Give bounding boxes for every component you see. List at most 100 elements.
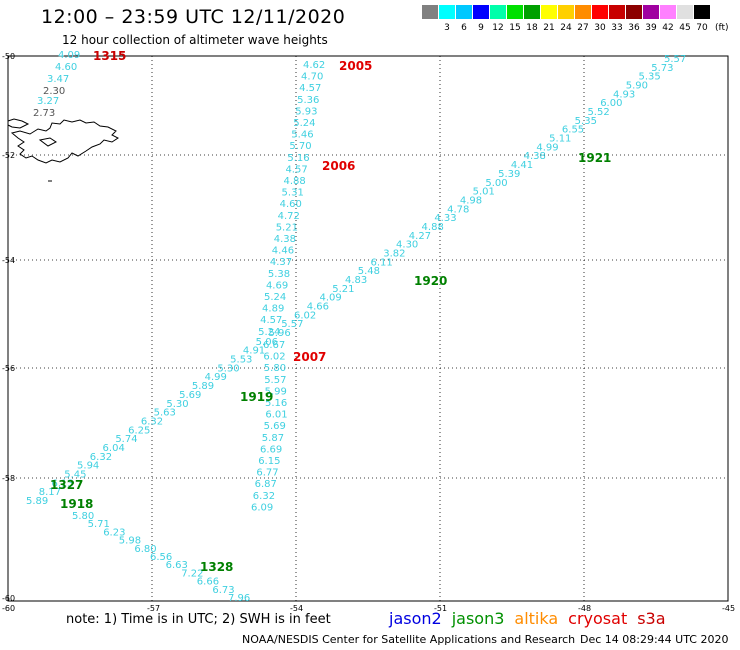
wave-height-value: 5.16 (287, 153, 309, 164)
footnote: note: 1) Time is in UTC; 2) SWH is in fe… (66, 612, 331, 627)
colorbar-label: 9 (478, 23, 484, 33)
pass-time-label: 1315 (93, 49, 126, 63)
wave-height-value: 6.01 (265, 410, 287, 421)
wave-height-value: 5.80 (264, 363, 286, 374)
wave-height-value: 2.30 (43, 86, 65, 97)
wave-height-value: 6.56 (150, 552, 172, 563)
wave-height-value: 5.39 (498, 169, 520, 180)
colorbar-swatch (677, 5, 693, 19)
colorbar-label: 30 (594, 23, 606, 33)
wave-height-value: 6.32 (253, 491, 275, 502)
colorbar-label: 24 (560, 23, 572, 33)
wave-height-value: 5.11 (549, 134, 571, 145)
y-tick: -56 (2, 364, 15, 373)
wave-height-value: 6.04 (103, 443, 125, 454)
colorbar-swatch (609, 5, 625, 19)
wave-height-value: 5.52 (587, 107, 609, 118)
wave-height-value: 6.66 (197, 577, 219, 588)
x-tick: -54 (290, 604, 303, 613)
wave-height-value: 5.93 (295, 106, 317, 117)
wave-height-value: 4.37 (270, 257, 292, 268)
wave-height-value: 4.09 (58, 50, 80, 61)
colorbar-swatch (490, 5, 506, 19)
colorbar-label: 15 (509, 23, 521, 33)
colorbar-swatch (558, 5, 574, 19)
pass-time-label: 1921 (578, 151, 611, 165)
wave-height-value: 5.00 (485, 178, 507, 189)
wave-height-value: 4.78 (447, 204, 469, 215)
wave-height-value: 4.09 (319, 293, 341, 304)
colorbar-label: 36 (628, 23, 640, 33)
wave-height-value: 5.46 (291, 130, 313, 141)
colorbar-swatch (626, 5, 642, 19)
colorbar-label: 45 (679, 23, 691, 33)
map-subtitle: 12 hour collection of altimeter wave hei… (62, 33, 328, 47)
wave-height-value: 3.82 (383, 248, 405, 259)
pass-time-label: 1919 (240, 390, 273, 404)
y-tick: -58 (2, 474, 15, 483)
pass-time-label: 2006 (322, 159, 355, 173)
pass-time-label: 1328 (200, 560, 233, 574)
wave-height-value: 5.89 (26, 496, 48, 507)
wave-height-value: 5.57 (281, 319, 303, 330)
wave-height-value: 5.01 (473, 187, 495, 198)
wave-height-value: 6.69 (260, 444, 282, 455)
colorbar-swatch (643, 5, 659, 19)
wave-height-value: 6.13 (52, 478, 74, 489)
pass-time-label: 1918 (60, 497, 93, 511)
wave-height-value: 5.38 (268, 269, 290, 280)
wave-height-value: 5.87 (262, 433, 284, 444)
wave-height-value: 4.33 (434, 213, 456, 224)
colorbar-label: 6 (461, 23, 467, 33)
wave-height-value: 6.15 (258, 456, 280, 467)
wave-height-value: 4.88 (284, 176, 306, 187)
satellite-legend-jason3: jason3 (451, 609, 505, 628)
wave-height-value: 5.69 (179, 390, 201, 401)
map-frame (7, 55, 729, 602)
y-tick: -60 (2, 594, 15, 603)
x-tick-labels: -60 -57 -54 -51 -48 -45 (2, 604, 735, 613)
colorbar-label: 39 (645, 23, 657, 33)
wave-height-value: 5.96 (268, 328, 290, 339)
wave-height-value: 5.73 (651, 63, 673, 74)
wave-height-value: 2.73 (33, 108, 55, 119)
wave-height-value: 5.80 (72, 511, 94, 522)
wave-height-value: 5.24 (293, 118, 315, 129)
wave-height-value: 4.46 (272, 246, 294, 257)
wave-height-value: 5.57 (264, 375, 286, 386)
wave-height-value: 4.93 (613, 89, 635, 100)
wave-height-value: 4.89 (262, 304, 284, 315)
wave-height-value: 5.63 (154, 408, 176, 419)
wave-height-value: 4.38 (524, 151, 546, 162)
wave-height-value: 4.57 (285, 164, 307, 175)
wave-height-value: 4.30 (396, 240, 418, 251)
wave-height-value: 6.63 (166, 560, 188, 571)
wave-height-value: 6.02 (263, 352, 285, 363)
wave-height-value: 7.22 (181, 568, 203, 579)
wave-height-value: 5.21 (276, 222, 298, 233)
wave-height-value: 3.27 (37, 96, 59, 107)
wave-height-value: 5.30 (217, 363, 239, 374)
wave-height-value: 5.99 (265, 386, 287, 397)
wave-height-value: 6.09 (251, 502, 273, 513)
wave-height-value: 5.98 (119, 536, 141, 547)
colorbar-label: 70 (696, 23, 708, 33)
wave-height-value: 5.06 (256, 337, 278, 348)
wave-height-value: 4.99 (536, 142, 558, 153)
satellite-legend-jason2: jason2 (389, 609, 442, 628)
wave-height-value: 4.70 (301, 72, 323, 83)
wave-height-value: 5.69 (264, 421, 286, 432)
wave-height-value: 5.35 (575, 116, 597, 127)
wave-height-value: 5.89 (192, 381, 214, 392)
wave-height-value: 5.71 (88, 519, 110, 530)
wave-height-value: 3.47 (47, 74, 69, 85)
satellite-legend-altika: altika (514, 609, 559, 628)
wave-height-value: 4.62 (303, 60, 325, 71)
wave-height-value: 4.41 (511, 160, 533, 171)
pass-time-label: 2005 (339, 59, 372, 73)
satellite-legend-s3a: s3a (637, 609, 666, 628)
wave-height-value: 4.60 (280, 199, 302, 210)
wave-height-value: 5.45 (64, 469, 86, 480)
wave-height-value: 5.57 (664, 54, 686, 65)
